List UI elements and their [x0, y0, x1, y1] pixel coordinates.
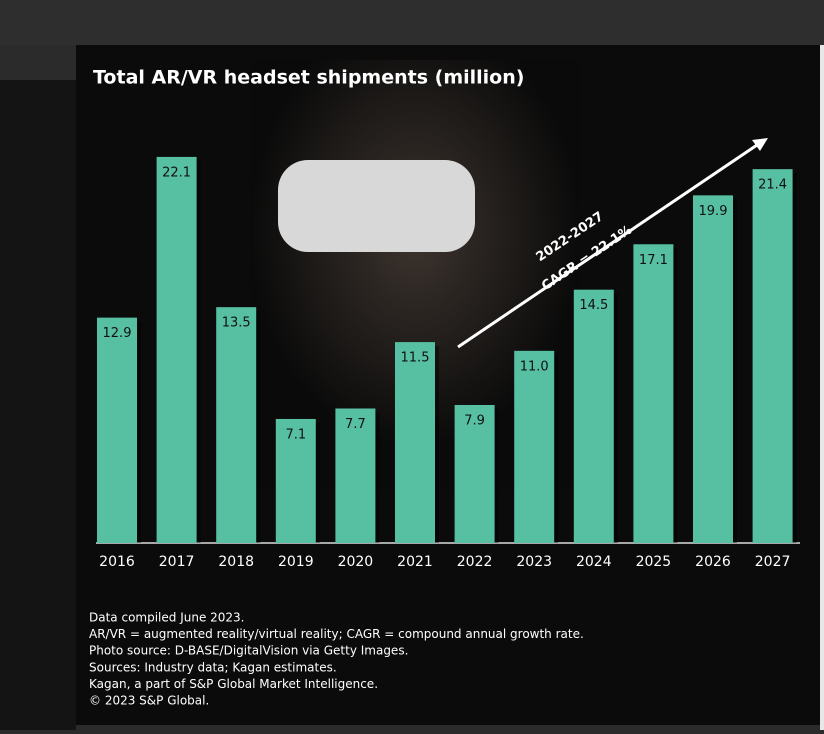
- x-tick-label: 2025: [636, 554, 672, 570]
- x-tick-label: 2024: [576, 554, 612, 570]
- x-tick-label: 2022: [457, 554, 493, 570]
- footnote: Sources: Industry data; Kagan estimates.: [89, 660, 337, 674]
- value-label: 21.4: [758, 178, 787, 193]
- value-label: 7.9: [464, 413, 485, 428]
- background-page: [0, 80, 76, 730]
- bar: [395, 342, 435, 543]
- footnote: © 2023 S&P Global.: [89, 694, 209, 708]
- x-tick-label: 2020: [338, 554, 374, 570]
- bar: [275, 418, 316, 543]
- x-tick-label: 2027: [755, 554, 791, 570]
- bar: [573, 289, 614, 543]
- x-tick-label: 2017: [159, 554, 195, 570]
- value-label: 14.5: [579, 298, 608, 313]
- bar: [633, 244, 674, 543]
- x-tick-label: 2019: [278, 554, 314, 570]
- x-tick-label: 2016: [99, 554, 135, 570]
- chart-title: Total AR/VR headset shipments (million): [93, 67, 524, 89]
- bar: [514, 350, 555, 543]
- x-tick-label: 2026: [695, 554, 731, 570]
- scrollbar: [820, 45, 824, 730]
- bar: [216, 307, 257, 543]
- value-label: 13.5: [222, 316, 251, 331]
- x-tick-label: 2018: [218, 554, 254, 570]
- footnote: Photo source: D-BASE/DigitalVision via G…: [89, 644, 408, 658]
- x-tick-label: 2023: [516, 554, 552, 570]
- value-label: 17.1: [639, 253, 668, 268]
- value-label: 7.1: [285, 427, 306, 442]
- bar: [335, 408, 376, 543]
- bar: [454, 404, 495, 543]
- value-label: 11.0: [520, 359, 549, 374]
- footnote: AR/VR = augmented reality/virtual realit…: [89, 627, 584, 641]
- value-label: 11.5: [401, 351, 430, 366]
- headset-photo: [278, 160, 475, 252]
- notes: Data compiled June 2023. AR/VR = augmente…: [89, 611, 584, 708]
- bar: [752, 169, 793, 543]
- bar: [97, 317, 137, 543]
- value-label: 12.9: [103, 326, 132, 341]
- value-label: 22.1: [162, 165, 191, 180]
- arrow-head: [752, 138, 768, 151]
- value-label: 19.9: [699, 204, 728, 219]
- footnote: Data compiled June 2023.: [89, 611, 245, 625]
- bar: [156, 156, 197, 543]
- value-label: 7.7: [345, 417, 366, 432]
- x-tick-label: 2021: [397, 554, 433, 570]
- footnote: Kagan, a part of S&P Global Market Intel…: [89, 677, 378, 691]
- toolbar: [0, 0, 824, 45]
- bar: [693, 195, 733, 544]
- trend-arrow: [457, 141, 761, 349]
